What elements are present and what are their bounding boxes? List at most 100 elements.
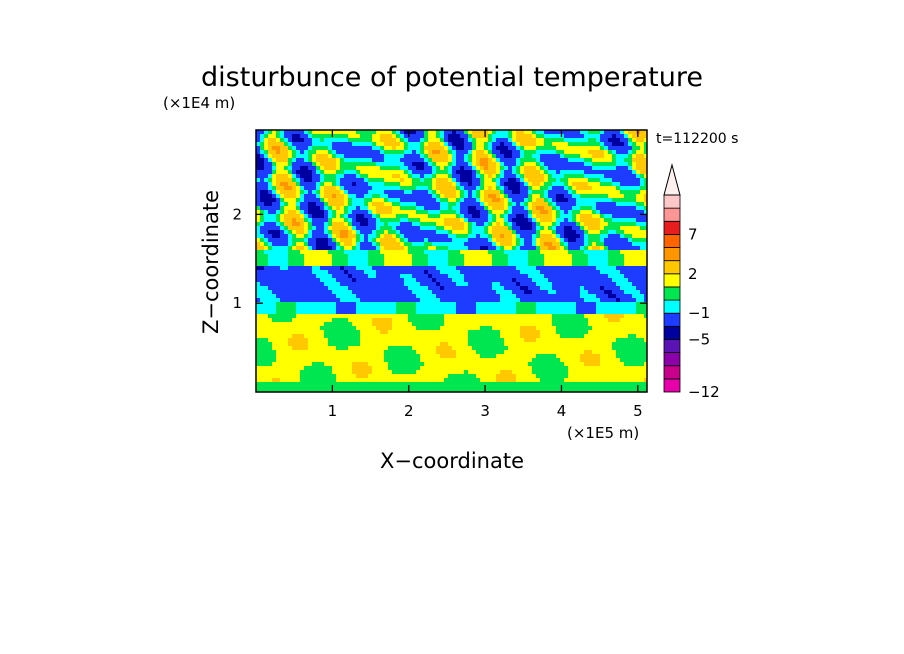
field-cell [328, 250, 333, 255]
field-cell [480, 170, 485, 175]
field-cell [540, 322, 545, 327]
field-cell [580, 302, 585, 307]
field-cell [640, 246, 645, 251]
field-cell [256, 270, 261, 275]
field-cell [492, 266, 497, 271]
field-cell [452, 278, 457, 283]
field-cell [460, 270, 465, 275]
field-cell [492, 146, 497, 151]
field-cell [536, 250, 541, 255]
field-cell [620, 282, 625, 287]
field-cell [628, 150, 633, 155]
field-cell [364, 326, 369, 331]
field-cell [608, 230, 613, 235]
field-cell [504, 318, 509, 323]
field-cell [612, 218, 617, 223]
field-cell [584, 222, 589, 227]
field-cell [564, 162, 569, 167]
field-cell [364, 222, 369, 227]
field-cell [340, 306, 345, 311]
field-cell [472, 310, 477, 315]
field-cell [428, 234, 433, 239]
field-cell [516, 162, 521, 167]
field-cell [400, 234, 405, 239]
field-cell [312, 326, 317, 331]
field-cell [404, 174, 409, 179]
field-cell [320, 178, 325, 183]
field-cell [368, 326, 373, 331]
field-cell [448, 238, 453, 243]
field-cell [440, 206, 445, 211]
field-cell [552, 294, 557, 299]
field-cell [344, 246, 349, 251]
field-cell [576, 294, 581, 299]
field-cell [304, 234, 309, 239]
field-cell [556, 146, 561, 151]
field-cell [556, 138, 561, 143]
field-cell [268, 310, 273, 315]
field-cell [312, 186, 317, 191]
field-cell [496, 314, 501, 319]
field-cell [608, 190, 613, 195]
field-cell [480, 318, 485, 323]
field-cell [348, 282, 353, 287]
field-cell [396, 254, 401, 259]
field-cell [620, 214, 625, 219]
field-cell [284, 290, 289, 295]
field-cell [608, 282, 613, 287]
field-cell [592, 290, 597, 295]
field-cell [548, 146, 553, 151]
field-cell [564, 214, 569, 219]
field-cell [296, 182, 301, 187]
field-cell [616, 246, 621, 251]
field-cell [512, 306, 517, 311]
field-cell [284, 194, 289, 199]
field-cell [432, 278, 437, 283]
field-cell [540, 294, 545, 299]
field-cell [304, 222, 309, 227]
field-cell [520, 242, 525, 247]
field-cell [420, 246, 425, 251]
field-cell [508, 322, 513, 327]
field-cell [356, 234, 361, 239]
field-cell [308, 330, 313, 335]
field-cell [604, 262, 609, 267]
field-cell [508, 258, 513, 263]
field-cell [528, 298, 533, 303]
field-cell [456, 298, 461, 303]
field-cell [292, 250, 297, 255]
field-cell [600, 254, 605, 259]
field-cell [340, 234, 345, 239]
field-cell [620, 190, 625, 195]
field-cell [580, 146, 585, 151]
field-cell [256, 146, 261, 151]
field-cell [328, 278, 333, 283]
field-cell [604, 294, 609, 299]
field-cell [492, 206, 497, 211]
field-cell [616, 258, 621, 263]
field-cell [368, 162, 373, 167]
field-cell [392, 194, 397, 199]
field-cell [624, 210, 629, 215]
field-cell [524, 258, 529, 263]
field-cell [360, 326, 365, 331]
field-cell [380, 202, 385, 207]
field-cell [640, 306, 645, 311]
field-cell [268, 178, 273, 183]
field-cell [428, 326, 433, 331]
field-cell [548, 202, 553, 207]
field-cell [516, 314, 521, 319]
field-cell [380, 142, 385, 147]
field-cell [528, 134, 533, 139]
field-cell [260, 154, 265, 159]
field-cell [468, 282, 473, 287]
field-cell [480, 262, 485, 267]
field-cell [376, 318, 381, 323]
field-cell [436, 194, 441, 199]
field-cell [276, 262, 281, 267]
field-cell [512, 178, 517, 183]
field-cell [492, 202, 497, 207]
field-cell [612, 306, 617, 311]
field-cell [284, 138, 289, 143]
field-cell [552, 222, 557, 227]
